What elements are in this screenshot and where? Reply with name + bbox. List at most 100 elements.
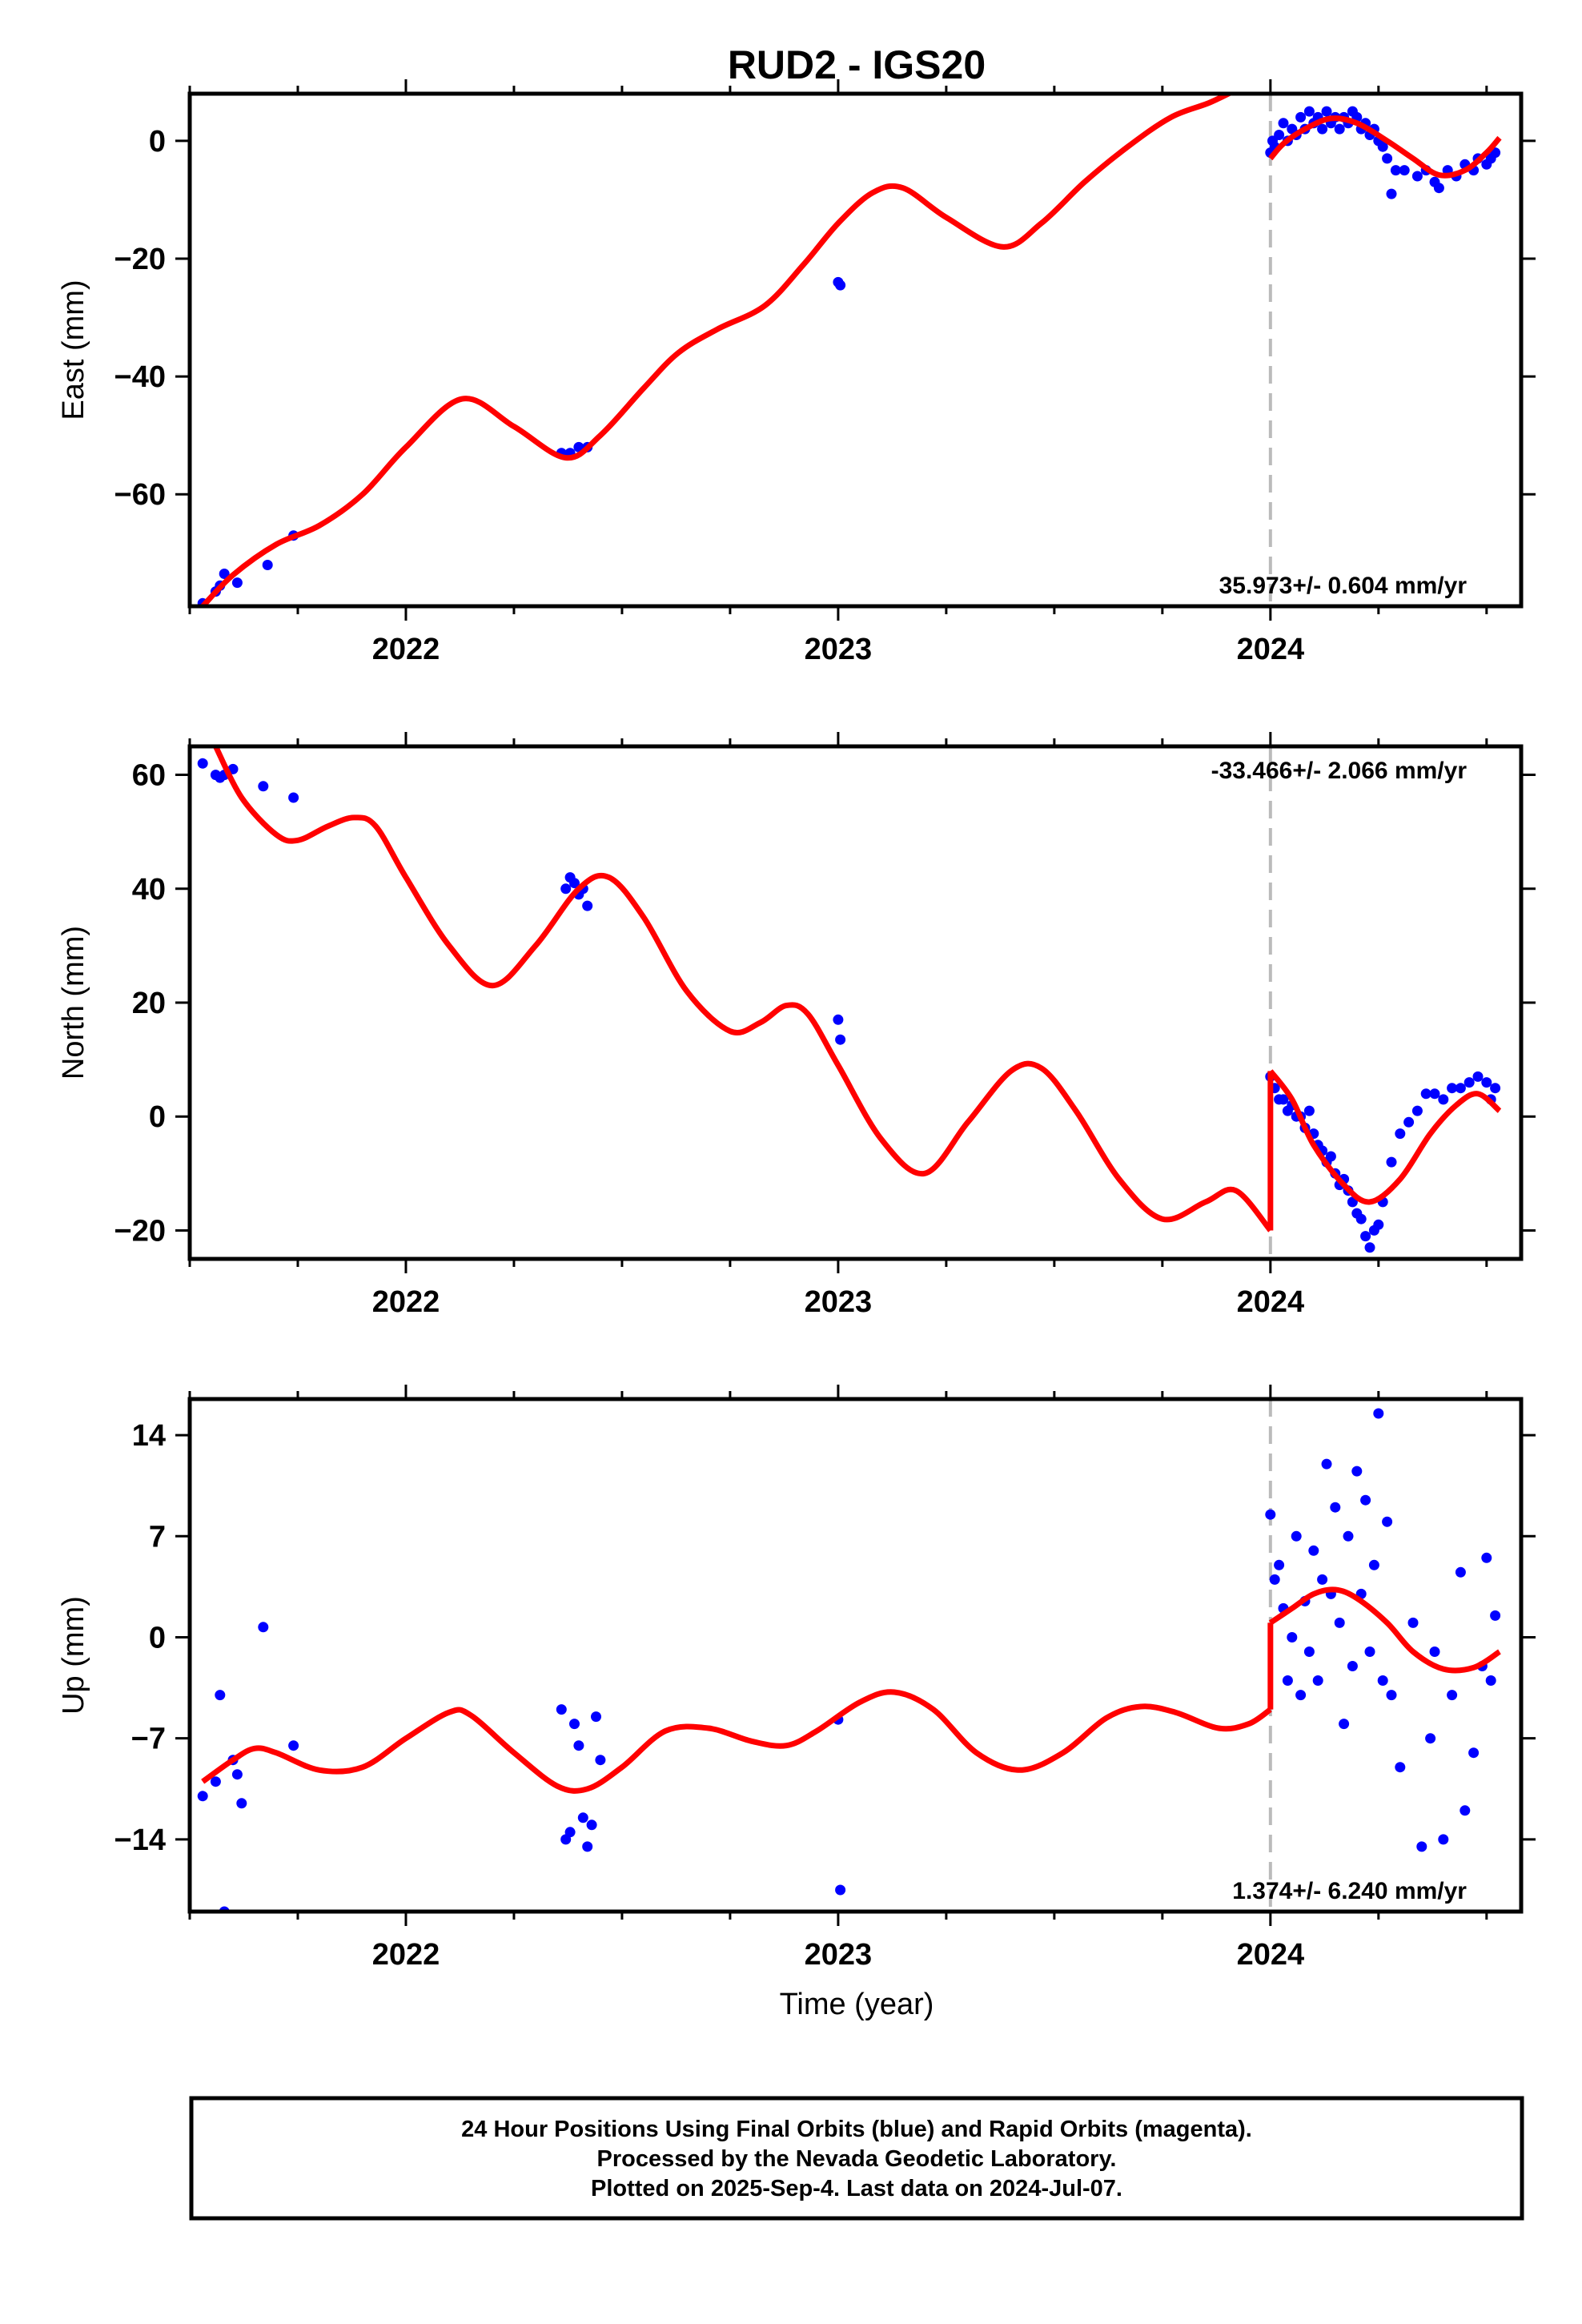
data-point <box>569 878 580 889</box>
data-point <box>1481 1077 1492 1088</box>
data-point <box>1373 1219 1384 1230</box>
data-point <box>1308 1545 1319 1556</box>
data-point <box>1433 183 1444 194</box>
data-point <box>1317 123 1328 135</box>
fit-curve-2 <box>1268 115 1502 179</box>
fit-curve-1 <box>213 746 1273 1232</box>
data-point <box>1407 1617 1419 1628</box>
data-point <box>1377 1675 1388 1686</box>
y-tick-label: 40 <box>132 873 166 907</box>
data-point <box>1455 1566 1466 1578</box>
data-point <box>1464 1077 1475 1088</box>
data-point <box>1411 171 1423 182</box>
data-point <box>1472 1071 1484 1082</box>
fit-curve-2 <box>1268 1069 1502 1205</box>
data-point <box>1490 1083 1501 1094</box>
data-point <box>236 1798 247 1809</box>
data-point <box>556 1704 567 1715</box>
data-point <box>1438 1834 1449 1845</box>
data-point <box>231 577 243 589</box>
footer-line-3: Plotted on 2025-Sep-4. Last data on 2024… <box>591 2176 1122 2201</box>
plot-area <box>197 94 1502 606</box>
data-point <box>1455 1083 1466 1094</box>
data-point <box>210 1776 221 1787</box>
plot-frame <box>187 91 1524 609</box>
footer-line-2: Processed by the Nevada Geodetic Laborat… <box>597 2146 1117 2172</box>
data-point <box>1481 1552 1492 1563</box>
y-axis-label: Up (mm) <box>57 1596 90 1715</box>
panel-3: 2022 2023 2024 14 7 0 −7 −14 Up (mm) 1.374+/- 6.2… <box>57 1385 1536 1972</box>
data-point <box>197 758 208 769</box>
data-point <box>1386 188 1397 199</box>
data-point <box>569 1719 580 1730</box>
data-point <box>1390 165 1401 176</box>
x-tick-label: 2022 <box>372 633 440 666</box>
data-point <box>1425 1733 1436 1744</box>
x-tick-label: 2023 <box>805 633 873 666</box>
data-point <box>1416 1841 1427 1852</box>
y-tick-label: 14 <box>132 1419 166 1453</box>
y-tick-label: −20 <box>114 1214 166 1248</box>
data-point <box>1386 1690 1397 1701</box>
data-point <box>197 1791 208 1802</box>
data-point <box>1317 1574 1328 1585</box>
x-tick-label: 2024 <box>1237 1938 1305 1972</box>
data-point <box>560 883 572 895</box>
data-point <box>1303 1647 1315 1657</box>
rate-label: 1.374+/- 6.240 mm/yr <box>1232 1878 1467 1904</box>
y-axis-label: North (mm) <box>57 926 90 1080</box>
fit-curve-1 <box>200 94 1235 606</box>
x-axis-label: Time (year) <box>780 1988 934 2021</box>
data-point <box>1303 106 1315 117</box>
data-point <box>1468 1747 1480 1759</box>
data-point <box>258 1622 269 1633</box>
data-point <box>1287 1632 1298 1642</box>
y-tick-label: −20 <box>114 243 166 276</box>
plot-frame <box>187 744 1524 1261</box>
plot-area <box>197 1399 1501 1912</box>
data-point <box>1429 1088 1440 1100</box>
data-point <box>1339 1719 1350 1730</box>
data-point <box>591 1711 601 1723</box>
rate-label: -33.466+/- 2.066 mm/yr <box>1211 758 1468 784</box>
panel-1: 2022 2023 2024 0 −20 −40 −60 East (mm) 35.973+/-… <box>57 79 1536 666</box>
data-point <box>835 1884 846 1896</box>
data-point <box>288 792 299 803</box>
y-tick-label: 0 <box>149 1100 166 1134</box>
plot-frame <box>187 1397 1524 1914</box>
data-point <box>1274 1559 1285 1570</box>
data-point <box>1382 153 1393 164</box>
plot-area <box>197 746 1502 1259</box>
data-point <box>1321 1458 1332 1470</box>
footer-line-1: 24 Hour Positions Using Final Orbits (bl… <box>461 2117 1252 2142</box>
data-point <box>1278 1094 1289 1105</box>
data-point <box>582 1841 593 1852</box>
x-tick-label: 2023 <box>805 1285 873 1319</box>
data-point <box>1291 1530 1302 1542</box>
x-tick-label: 2023 <box>805 1938 873 1972</box>
data-point <box>1399 165 1410 176</box>
data-point <box>1321 106 1332 117</box>
data-point <box>1360 1494 1371 1506</box>
data-point <box>1490 1610 1501 1621</box>
data-point <box>215 1690 226 1701</box>
data-point <box>1278 118 1289 129</box>
x-tick-label: 2022 <box>372 1938 440 1972</box>
data-point <box>1460 1805 1471 1816</box>
data-point <box>219 569 230 579</box>
data-point <box>1382 1516 1393 1527</box>
y-tick-label: −60 <box>114 478 166 512</box>
data-point <box>577 1812 588 1823</box>
data-point <box>1265 1509 1276 1520</box>
data-point <box>1295 111 1307 123</box>
data-point <box>1355 1213 1367 1224</box>
data-point <box>1377 141 1388 152</box>
data-point <box>1411 1105 1423 1116</box>
data-point <box>835 279 846 291</box>
data-point <box>1295 1690 1307 1701</box>
panels: 2022 2023 2024 0 −20 −40 −60 East (mm) 35.973+/-… <box>57 79 1536 1972</box>
data-point <box>1282 1675 1293 1686</box>
y-tick-label: 60 <box>132 759 166 793</box>
data-point <box>1373 1408 1384 1419</box>
